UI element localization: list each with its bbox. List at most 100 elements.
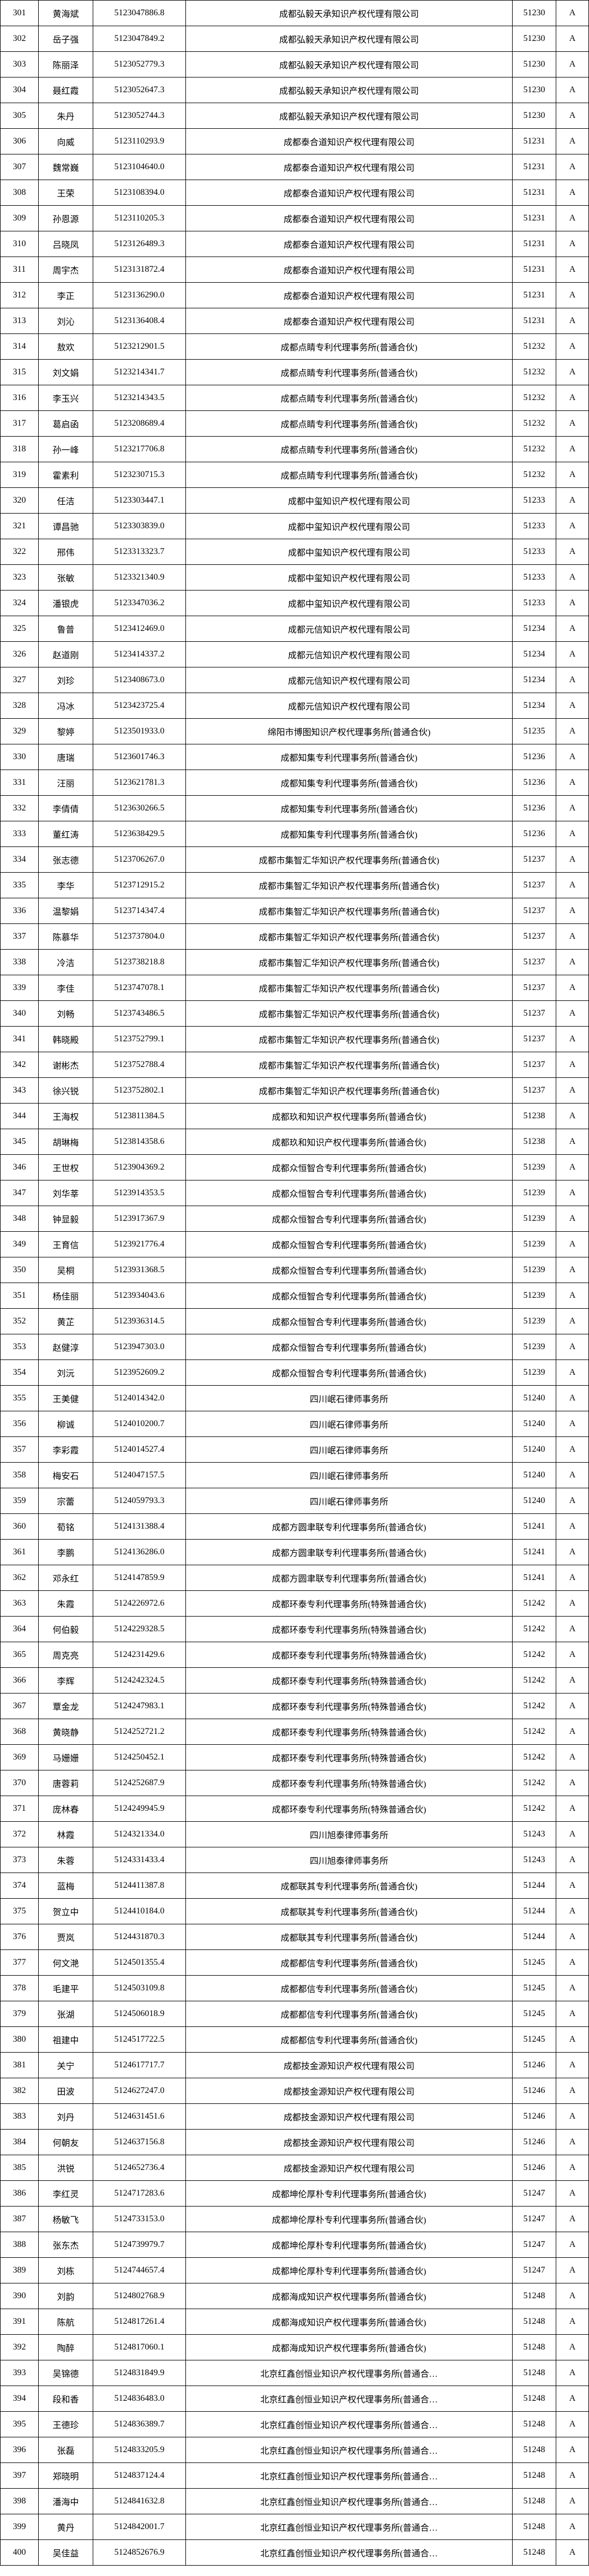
cell-name: 李辉 (39, 1668, 93, 1694)
cell-idx: 326 (1, 642, 39, 667)
cell-grade: A (556, 77, 589, 103)
cell-grade: A (556, 898, 589, 924)
cell-name: 潘海中 (39, 2489, 93, 2514)
cell-code: 51231 (513, 180, 556, 206)
table-row: 381关宁5124617717.7成都技金源知识产权代理有限公司51246A (1, 2053, 589, 2078)
cell-idx: 343 (1, 1078, 39, 1104)
cell-grade: A (556, 924, 589, 950)
table-row: 322邢伟5123313323.7成都中玺知识产权代理有限公司51233A (1, 539, 589, 565)
cell-grade: A (556, 2360, 589, 2386)
cell-company: 成都弘毅天承知识产权代理有限公司 (186, 26, 513, 52)
cell-name: 周克亮 (39, 1642, 93, 1668)
cell-grade: A (556, 257, 589, 283)
cell-grade: A (556, 2283, 589, 2309)
cell-company: 成都元信知识产权代理有限公司 (186, 616, 513, 642)
table-row: 373朱蓉5124331433.4四川旭泰律师事务所51243A (1, 1847, 589, 1873)
table-row: 379张湖5124506018.9成都都信专利代理事务所(普通合伙)51245A (1, 2001, 589, 2027)
cell-idx: 313 (1, 308, 39, 334)
cell-idx: 398 (1, 2489, 39, 2514)
cell-idx: 349 (1, 1232, 39, 1257)
cell-name: 刘栋 (39, 2258, 93, 2283)
cell-id: 5124652736.4 (93, 2155, 186, 2181)
cell-id: 5124833205.9 (93, 2437, 186, 2463)
cell-id: 5123131872.4 (93, 257, 186, 283)
cell-company: 成都泰合道知识产权代理有限公司 (186, 129, 513, 154)
cell-grade: A (556, 719, 589, 744)
cell-id: 5123303447.1 (93, 488, 186, 514)
cell-code: 51235 (513, 719, 556, 744)
cell-company: 四川岷石律师事务所 (186, 1437, 513, 1463)
cell-name: 岳子强 (39, 26, 93, 52)
cell-code: 51231 (513, 231, 556, 257)
cell-company: 成都众恒智合专利代理事务所(普通合伙) (186, 1334, 513, 1360)
cell-code: 51236 (513, 821, 556, 847)
cell-id: 5124411387.8 (93, 1873, 186, 1899)
table-row: 335李华5123712915.2成都市集智汇华知识产权代理事务所(普通合伙)5… (1, 873, 589, 898)
cell-grade: A (556, 2027, 589, 2053)
cell-code: 51246 (513, 2104, 556, 2130)
cell-company: 成都环泰专利代理事务所(特殊普通合伙) (186, 1796, 513, 1822)
cell-name: 霍素利 (39, 462, 93, 488)
cell-grade: A (556, 2489, 589, 2514)
table-row: 383刘丹5124631451.6成都技金源知识产权代理有限公司51246A (1, 2104, 589, 2130)
cell-id: 5123921776.4 (93, 1232, 186, 1257)
cell-idx: 334 (1, 847, 39, 873)
cell-grade: A (556, 1283, 589, 1309)
cell-name: 荀铭 (39, 1514, 93, 1540)
cell-idx: 328 (1, 693, 39, 719)
table-row: 337陈慕华5123737804.0成都市集智汇华知识产权代理事务所(普通合伙)… (1, 924, 589, 950)
cell-company: 成都坤伦厚朴专利代理事务所(普通合伙) (186, 2181, 513, 2207)
cell-id: 5124331433.4 (93, 1847, 186, 1873)
table-row: 393吴锦德5124831849.9北京红鑫创恒业知识产权代理事务所(普通合…5… (1, 2360, 589, 2386)
cell-grade: A (556, 514, 589, 539)
table-row: 388张东杰5124739979.7成都坤伦厚朴专利代理事务所(普通合伙)512… (1, 2232, 589, 2258)
cell-company: 成都市集智汇华知识产权代理事务所(普通合伙) (186, 1078, 513, 1104)
cell-name: 刘丹 (39, 2104, 93, 2130)
cell-name: 冯冰 (39, 693, 93, 719)
cell-id: 5124841632.8 (93, 2489, 186, 2514)
cell-code: 51248 (513, 2540, 556, 2566)
cell-code: 51247 (513, 2207, 556, 2232)
table-row: 309孙恩源5123110205.3成都泰合道知识产权代理有限公司51231A (1, 206, 589, 231)
table-row: 354刘沅5123952609.2成都众恒智合专利代理事务所(普通合伙)5123… (1, 1360, 589, 1386)
cell-idx: 316 (1, 385, 39, 411)
table-row: 325鲁普5123412469.0成都元信知识产权代理有限公司51234A (1, 616, 589, 642)
table-row: 396张磊5124833205.9北京红鑫创恒业知识产权代理事务所(普通合…51… (1, 2437, 589, 2463)
cell-idx: 388 (1, 2232, 39, 2258)
table-row: 310吕晓凤5123126489.3成都泰合道知识产权代理有限公司51231A (1, 231, 589, 257)
cell-code: 51248 (513, 2514, 556, 2540)
cell-name: 张磊 (39, 2437, 93, 2463)
cell-id: 5124131388.4 (93, 1514, 186, 1540)
cell-code: 51242 (513, 1617, 556, 1642)
cell-code: 51248 (513, 2360, 556, 2386)
cell-grade: A (556, 770, 589, 796)
cell-company: 成都玖和知识产权代理事务所(普通合伙) (186, 1129, 513, 1155)
cell-code: 51240 (513, 1488, 556, 1514)
cell-grade: A (556, 616, 589, 642)
cell-idx: 387 (1, 2207, 39, 2232)
table-row: 312李正5123136290.0成都泰合道知识产权代理有限公司51231A (1, 283, 589, 308)
cell-grade: A (556, 462, 589, 488)
cell-grade: A (556, 2540, 589, 2566)
cell-code: 51246 (513, 2053, 556, 2078)
table-row: 339李佳5123747078.1成都市集智汇华知识产权代理事务所(普通合伙)5… (1, 975, 589, 1001)
cell-id: 5123752788.4 (93, 1052, 186, 1078)
cell-company: 成都玖和知识产权代理事务所(普通合伙) (186, 1104, 513, 1129)
cell-grade: A (556, 1847, 589, 1873)
cell-company: 成都弘毅天承知识产权代理有限公司 (186, 52, 513, 77)
table-row: 364何伯毅5124229328.5成都环泰专利代理事务所(特殊普通合伙)512… (1, 1617, 589, 1642)
cell-company: 成都泰合道知识产权代理有限公司 (186, 283, 513, 308)
cell-name: 邢伟 (39, 539, 93, 565)
cell-company: 成都点睛专利代理事务所(普通合伙) (186, 437, 513, 462)
cell-idx: 386 (1, 2181, 39, 2207)
cell-company: 成都点睛专利代理事务所(普通合伙) (186, 462, 513, 488)
table-row: 355王美健5124014342.0四川岷石律师事务所51240A (1, 1386, 589, 1411)
cell-code: 51234 (513, 667, 556, 693)
cell-name: 李正 (39, 283, 93, 308)
cell-code: 51239 (513, 1155, 556, 1180)
table-row: 342谢彬杰5123752788.4成都市集智汇华知识产权代理事务所(普通合伙)… (1, 1052, 589, 1078)
cell-company: 四川旭泰律师事务所 (186, 1822, 513, 1847)
table-row: 326赵道刚5123414337.2成都元信知识产权代理有限公司51234A (1, 642, 589, 667)
cell-code: 51242 (513, 1642, 556, 1668)
cell-name: 周宇杰 (39, 257, 93, 283)
